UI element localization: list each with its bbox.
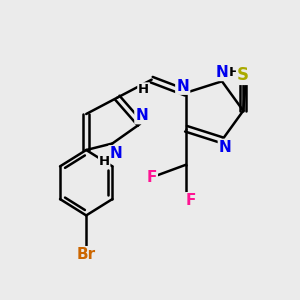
Text: F: F bbox=[146, 170, 157, 185]
Text: N: N bbox=[216, 65, 228, 80]
Text: Br: Br bbox=[76, 247, 96, 262]
Text: H: H bbox=[99, 155, 110, 168]
Text: H: H bbox=[229, 66, 240, 79]
Text: N: N bbox=[176, 79, 189, 94]
Text: H: H bbox=[138, 83, 149, 96]
Text: S: S bbox=[237, 66, 249, 84]
Text: F: F bbox=[186, 193, 196, 208]
Text: N: N bbox=[135, 108, 148, 123]
Text: N: N bbox=[219, 140, 232, 155]
Text: N: N bbox=[109, 146, 122, 161]
